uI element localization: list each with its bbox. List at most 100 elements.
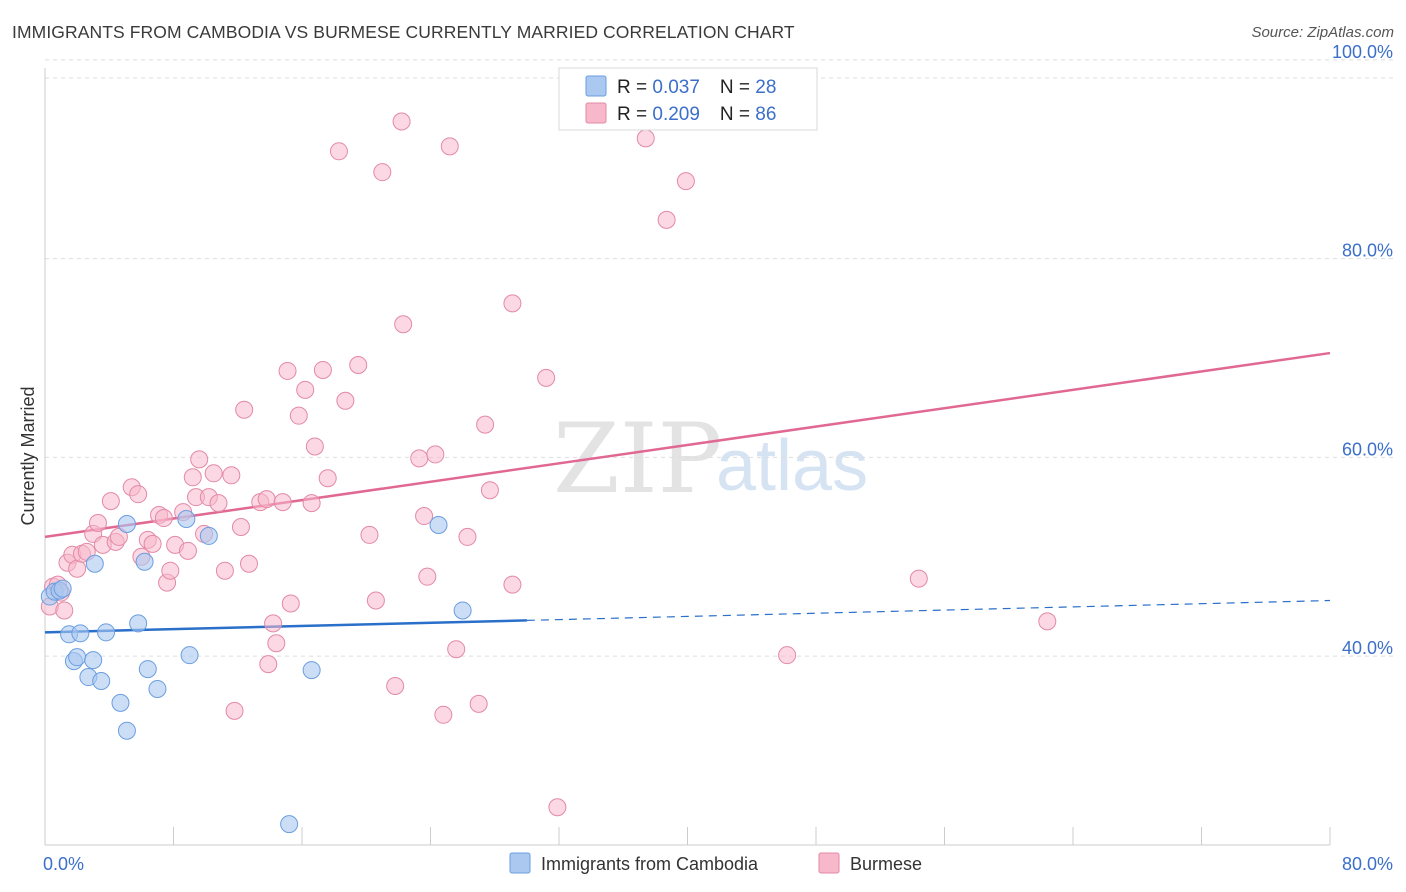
point-burmese: [415, 507, 434, 526]
y-tick-label: 40.0%: [1342, 638, 1393, 658]
x-tick-label-min: 0.0%: [43, 854, 84, 874]
legend-r-value-burmese: 0.209: [652, 104, 700, 125]
point-cambodia: [53, 579, 72, 598]
point-burmese: [313, 360, 332, 379]
point-burmese: [68, 559, 87, 578]
point-burmese: [281, 594, 300, 613]
point-burmese: [273, 493, 292, 512]
point-burmese: [426, 445, 445, 464]
point-burmese: [278, 361, 297, 380]
y-tick-label: 60.0%: [1342, 439, 1393, 459]
trend-line-cambodia: [44, 619, 527, 634]
point-burmese: [480, 481, 499, 500]
point-burmese: [101, 492, 120, 511]
point-burmese: [235, 400, 254, 419]
point-burmese: [143, 534, 162, 553]
point-burmese: [109, 527, 128, 546]
point-cambodia: [92, 672, 111, 691]
point-cambodia: [302, 661, 321, 680]
point-burmese: [366, 591, 385, 610]
point-burmese: [394, 315, 413, 334]
legend-row-cambodia: R = 0.037 N = 28: [617, 77, 776, 98]
point-cambodia: [71, 624, 90, 643]
point-burmese: [778, 646, 797, 665]
point-cambodia: [148, 679, 167, 698]
point-cambodia: [117, 514, 136, 533]
data-points: [40, 112, 1057, 834]
point-burmese: [360, 525, 379, 544]
legend-row-burmese: R = 0.209 N = 86: [617, 104, 776, 125]
point-burmese: [204, 464, 223, 483]
bottom-legend-swatch-burmese: [818, 852, 840, 874]
point-burmese: [55, 601, 74, 620]
point-cambodia: [199, 526, 218, 545]
point-burmese: [222, 466, 241, 485]
point-burmese: [209, 494, 228, 513]
point-cambodia: [180, 646, 199, 665]
point-burmese: [458, 527, 477, 546]
bottom-legend-label-burmese: Burmese: [850, 854, 922, 874]
point-burmese: [289, 406, 308, 425]
legend-n-value-cambodia: 28: [755, 77, 776, 98]
point-burmese: [296, 380, 315, 399]
point-burmese: [231, 517, 250, 536]
y-tick-label: 80.0%: [1342, 241, 1393, 261]
legend-r-label: R =: [617, 104, 652, 125]
point-burmese: [190, 450, 209, 469]
point-burmese: [89, 514, 108, 532]
point-burmese: [178, 541, 197, 560]
point-cambodia: [117, 721, 136, 740]
point-burmese: [349, 355, 368, 374]
series-legend: Immigrants from Cambodia Burmese: [509, 852, 922, 874]
point-burmese: [537, 368, 556, 387]
y-axis-label: Currently Married: [18, 386, 38, 525]
point-burmese: [239, 554, 258, 573]
point-burmese: [410, 449, 429, 468]
point-cambodia: [111, 693, 130, 712]
point-burmese: [503, 575, 522, 594]
point-burmese: [676, 172, 695, 191]
point-burmese: [154, 509, 173, 528]
legend-n-label: N =: [720, 104, 755, 125]
point-burmese: [183, 468, 202, 487]
point-burmese: [503, 294, 522, 313]
point-cambodia: [97, 623, 116, 642]
point-burmese: [267, 634, 286, 653]
bottom-legend-label-cambodia: Immigrants from Cambodia: [541, 854, 759, 874]
point-burmese: [418, 567, 437, 586]
point-burmese: [548, 798, 567, 817]
point-burmese: [657, 210, 676, 229]
point-burmese: [302, 494, 321, 513]
y-tick-labels: 40.0% 60.0% 80.0% 100.0%: [1332, 42, 1393, 658]
point-burmese: [257, 490, 276, 509]
point-cambodia: [453, 601, 472, 620]
point-burmese: [636, 129, 655, 148]
y-tick-label: 100.0%: [1332, 42, 1393, 62]
watermark-atlas: atlas: [716, 426, 868, 506]
point-cambodia: [84, 651, 103, 670]
point-cambodia: [85, 554, 104, 573]
watermark-zip: ZIP: [553, 403, 722, 515]
legend-n-value-burmese: 86: [755, 104, 776, 125]
source-credit: Source: ZipAtlas.com: [1251, 24, 1394, 41]
trend-line-cambodia-extension: [526, 599, 1331, 621]
legend-n-label: N =: [720, 77, 755, 98]
point-burmese: [440, 137, 459, 156]
point-burmese: [225, 701, 244, 720]
point-burmese: [259, 655, 278, 674]
bottom-legend-swatch-cambodia: [509, 852, 531, 874]
point-burmese: [215, 561, 234, 580]
point-burmese: [161, 561, 180, 580]
point-cambodia: [280, 815, 299, 834]
x-tick-label-max: 80.0%: [1342, 854, 1393, 874]
point-cambodia: [129, 614, 148, 633]
point-cambodia: [135, 552, 154, 571]
point-burmese: [434, 705, 453, 724]
point-cambodia: [138, 660, 157, 679]
point-burmese: [373, 163, 392, 182]
point-cambodia: [177, 510, 196, 529]
axes: [44, 68, 1331, 846]
point-burmese: [1038, 612, 1057, 631]
point-burmese: [447, 640, 466, 659]
